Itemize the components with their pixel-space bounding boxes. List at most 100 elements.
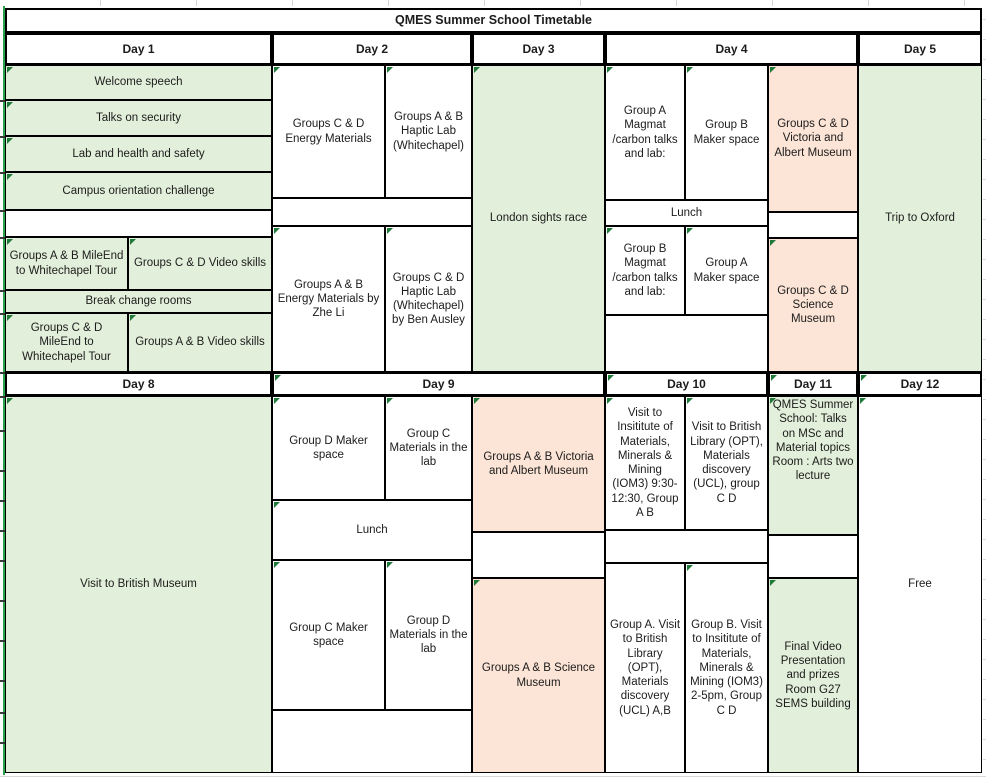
groups-cd-victoria-albert-cell[interactable]: Groups C & D Victoria and Albert Museum <box>768 65 858 212</box>
group-c-materials-lab-cell[interactable]: Group C Materials in the lab <box>385 396 472 500</box>
group-b-magmat-cell[interactable]: Group B Magmat /carbon talks and lab: <box>605 226 685 315</box>
group-d-maker-space-cell[interactable]: Group D Maker space <box>272 396 385 500</box>
visit-iom3-morning-cell-label: Visit to Insititute of Materials, Minera… <box>611 407 679 519</box>
row-boundary-tick <box>0 680 5 682</box>
final-video-presentation-cell[interactable]: Final Video Presentation and prizes Room… <box>768 578 858 773</box>
day-9-pink-gap-cell[interactable] <box>472 532 605 578</box>
groups-ab-video-skills-cell-label: Groups A & B Video skills <box>135 336 265 349</box>
group-b-maker-space-cell[interactable]: Group B Maker space <box>685 65 768 200</box>
group-c-materials-lab-cell-label: Group C Materials in the lab <box>389 427 468 469</box>
welcome-speech-cell-label: Welcome speech <box>94 76 183 89</box>
day-1-blank-cell[interactable] <box>5 210 272 237</box>
day-3-header-label: Day 3 <box>522 41 555 56</box>
day-11-header-label: Day 11 <box>793 376 833 391</box>
bottom-gridline <box>0 776 986 777</box>
groups-cd-energy-materials-cell[interactable]: Groups C & D Energy Materials <box>272 65 385 198</box>
group-a-british-library-cell[interactable]: Group A. Visit to British Library (OPT),… <box>605 563 685 773</box>
day-10-blank-cell[interactable] <box>605 530 768 563</box>
groups-ab-video-skills-cell[interactable]: Groups A & B Video skills <box>128 313 272 372</box>
title-cell[interactable]: QMES Summer School Timetable <box>5 8 982 33</box>
group-b-maker-space-cell-label: Group B Maker space <box>693 119 760 146</box>
group-b-iom3-afternoon-cell[interactable]: Group B. Visit to Insititute of Material… <box>685 563 768 773</box>
day-9-blank-cell[interactable] <box>272 710 472 773</box>
day-9-header-label: Day 9 <box>422 376 455 391</box>
free-cell[interactable]: Free <box>858 396 982 773</box>
break-change-rooms-cell-label: Break change rooms <box>85 295 192 308</box>
groups-ab-victoria-albert-cell[interactable]: Groups A & B Victoria and Albert Museum <box>472 396 605 532</box>
day-2-blank-cell[interactable] <box>272 198 472 226</box>
row-boundary-tick <box>0 313 5 315</box>
row-boundary-tick <box>0 136 5 138</box>
day-1-header-label: Day 1 <box>122 41 155 56</box>
groups-cd-mileend-tour-cell[interactable]: Groups C & D MileEnd to Whitechapel Tour <box>5 313 128 372</box>
welcome-speech-cell[interactable]: Welcome speech <box>5 65 272 100</box>
groups-ab-haptic-lab-cell-label: Groups A & B Haptic Lab (Whitechapel) <box>393 111 464 152</box>
group-a-magmat-cell-label: Group A Magmat /carbon talks and lab: <box>612 105 678 160</box>
groups-ab-energy-materials-cell[interactable]: Groups A & B Energy Materials by Zhe Li <box>272 226 385 372</box>
groups-cd-energy-materials-cell-label: Groups C & D Energy Materials <box>285 118 372 145</box>
group-c-maker-space-cell-label: Group C Maker space <box>289 621 368 648</box>
day-4-blank-cell[interactable] <box>605 315 768 372</box>
day-4-header[interactable]: Day 4 <box>605 33 858 65</box>
group-a-magmat-cell[interactable]: Group A Magmat /carbon talks and lab: <box>605 65 685 200</box>
day-2-header-label: Day 2 <box>355 41 389 56</box>
groups-cd-mileend-tour-cell-label: Groups C & D MileEnd to Whitechapel Tour <box>22 322 111 363</box>
day-1-header[interactable]: Day 1 <box>5 33 272 65</box>
top-margin-gridlines <box>5 0 986 6</box>
group-b-iom3-afternoon-cell-label: Group B. Visit to Insititute of Material… <box>690 619 763 717</box>
visit-british-library-cd-cell[interactable]: Visit to British Library (OPT), Material… <box>685 396 768 530</box>
break-change-rooms-cell[interactable]: Break change rooms <box>5 290 272 313</box>
day-11-blank-cell[interactable] <box>768 535 858 578</box>
groups-cd-video-skills-cell-label: Groups C & D Video skills <box>133 257 267 270</box>
day-4-header-label: Day 4 <box>715 41 748 56</box>
day-8-header[interactable]: Day 8 <box>5 372 272 396</box>
group-a-maker-space-cell[interactable]: Group A Maker space <box>685 226 768 315</box>
day-9-lunch-cell[interactable]: Lunch <box>272 500 472 560</box>
group-d-materials-lab-cell-label: Group D Materials in the lab <box>389 614 468 656</box>
qmes-msc-talks-cell-label: QMES Summer School: Talks on MSc and Mat… <box>772 399 854 483</box>
day-10-header-label: Day 10 <box>667 376 706 391</box>
day-11-header[interactable]: Day 11 <box>768 372 858 396</box>
day-10-header[interactable]: Day 10 <box>605 372 768 396</box>
visit-british-museum-cell-label: Visit to British Museum <box>80 578 197 591</box>
day-12-header[interactable]: Day 12 <box>858 372 982 396</box>
groups-ab-mileend-tour-cell-label: Groups A & B MileEnd to Whitechapel Tour <box>9 250 124 277</box>
groups-ab-mileend-tour-cell[interactable]: Groups A & B MileEnd to Whitechapel Tour <box>5 237 128 290</box>
visit-iom3-morning-cell[interactable]: Visit to Insititute of Materials, Minera… <box>605 396 685 530</box>
group-b-magmat-cell-label: Group B Magmat /carbon talks and lab: <box>612 243 678 298</box>
group-c-maker-space-cell[interactable]: Group C Maker space <box>272 560 385 710</box>
talks-on-security-cell[interactable]: Talks on security <box>5 100 272 136</box>
groups-cd-haptic-lab-cell[interactable]: Groups C & D Haptic Lab (Whitechapel) by… <box>385 226 472 372</box>
visit-british-museum-cell[interactable]: Visit to British Museum <box>5 396 272 773</box>
qmes-msc-talks-cell[interactable]: QMES Summer School: Talks on MSc and Mat… <box>768 396 858 535</box>
london-sights-race-cell[interactable]: London sights race <box>472 65 605 372</box>
lab-health-safety-cell-label: Lab and health and safety <box>72 147 205 160</box>
row-boundary-tick <box>0 712 5 714</box>
row-boundary-tick <box>0 742 5 744</box>
groups-ab-haptic-lab-cell[interactable]: Groups A & B Haptic Lab (Whitechapel) <box>385 65 472 198</box>
day-4-lunch-cell-label: Lunch <box>670 206 703 219</box>
campus-orientation-cell[interactable]: Campus orientation challenge <box>5 172 272 210</box>
day-9-header[interactable]: Day 9 <box>272 372 605 396</box>
day-9-lunch-cell-label: Lunch <box>356 523 388 536</box>
groups-cd-haptic-lab-cell-label: Groups C & D Haptic Lab (Whitechapel) by… <box>392 271 465 327</box>
row-boundary-tick <box>0 470 5 472</box>
row-boundary-tick <box>0 290 5 292</box>
group-d-maker-space-cell-label: Group D Maker space <box>289 434 368 461</box>
group-d-materials-lab-cell[interactable]: Group D Materials in the lab <box>385 560 472 710</box>
day-3-header[interactable]: Day 3 <box>472 33 605 65</box>
day-4-pink-gap-cell[interactable] <box>768 212 858 238</box>
lab-health-safety-cell[interactable]: Lab and health and safety <box>5 136 272 172</box>
trip-to-oxford-cell[interactable]: Trip to Oxford <box>858 65 982 372</box>
row-boundary-tick <box>0 172 5 174</box>
groups-cd-science-museum-cell[interactable]: Groups C & D Science Museum <box>768 238 858 372</box>
row-boundary-tick <box>0 372 5 374</box>
day-5-header[interactable]: Day 5 <box>858 33 982 65</box>
free-cell-label: Free <box>908 578 932 591</box>
groups-cd-video-skills-cell[interactable]: Groups C & D Video skills <box>128 237 272 290</box>
day-2-header[interactable]: Day 2 <box>272 33 472 65</box>
day-4-lunch-cell[interactable]: Lunch <box>605 200 768 226</box>
row-boundary-tick <box>0 210 5 212</box>
groups-ab-science-museum-cell[interactable]: Groups A & B Science Museum <box>472 578 605 773</box>
